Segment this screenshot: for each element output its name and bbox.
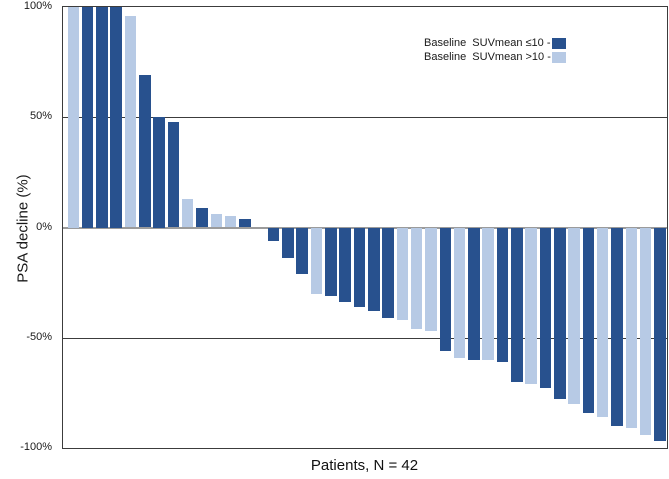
bar-patient-38 [596, 227, 609, 418]
bar-patient-9 [181, 198, 194, 228]
y-tick-label-50: 50% [29, 110, 52, 123]
bar-patient-31 [496, 227, 509, 362]
bar-patient-25 [410, 227, 423, 329]
gridline--50 [63, 337, 667, 339]
bar-patient-20 [339, 227, 351, 303]
legend-row-suv-gt10: Baseline SUVmean >10 - [424, 50, 566, 64]
bar-patient-2 [81, 7, 94, 228]
bar-patient-26 [425, 227, 437, 332]
bar-patient-1 [67, 7, 79, 228]
bar-patient-36 [568, 227, 580, 404]
bar-patient-15 [267, 227, 280, 241]
legend-label-suv-gt10: Baseline SUVmean >10 - [424, 51, 551, 63]
bar-patient-37 [582, 227, 595, 413]
bar-patient-39 [611, 227, 623, 426]
bar-patient-22 [368, 227, 380, 312]
bar-patient-24 [396, 227, 409, 321]
legend: Baseline SUVmean ≤10 - Baseline SUVmean … [424, 36, 566, 64]
bar-patient-17 [296, 227, 308, 274]
bar-patient-33 [525, 227, 537, 385]
bar-patient-32 [511, 227, 523, 382]
bar-patient-23 [382, 227, 394, 318]
bar-patient-16 [282, 227, 294, 259]
bar-patient-29 [468, 227, 480, 360]
bar-patient-6 [139, 75, 151, 228]
legend-swatch-suv-gt10-icon [551, 51, 566, 63]
gridline-50 [63, 117, 667, 119]
y-tick-label-100: 100% [23, 0, 52, 12]
bar-patient-18 [310, 227, 323, 294]
bar-patient-4 [110, 7, 122, 228]
bar-patient-40 [625, 227, 638, 429]
bar-patient-34 [539, 227, 552, 389]
x-axis-title: Patients, N = 42 [310, 457, 419, 474]
bar-patient-11 [210, 214, 223, 228]
bar-patient-8 [167, 121, 180, 228]
bar-patient-35 [554, 227, 566, 400]
y-tick-label--50: -50% [26, 330, 52, 343]
bar-patient-12 [224, 216, 237, 228]
plot-area [62, 6, 668, 449]
legend-label-suv-le10: Baseline SUVmean ≤10 - [424, 37, 551, 49]
bar-patient-42 [654, 227, 666, 442]
bar-patient-13 [239, 218, 251, 228]
bar-patient-10 [196, 207, 208, 228]
legend-row-suv-le10: Baseline SUVmean ≤10 - [424, 36, 566, 50]
bar-patient-3 [96, 7, 108, 228]
bar-patient-5 [124, 15, 137, 228]
bar-patient-7 [153, 117, 165, 228]
bar-patient-27 [439, 227, 452, 351]
bar-patient-21 [353, 227, 366, 307]
bar-patient-41 [639, 227, 652, 435]
y-tick-label-0: 0% [36, 220, 52, 233]
bar-patient-30 [482, 227, 494, 360]
bar-patient-19 [325, 227, 337, 296]
y-tick-label--100: -100% [20, 441, 52, 453]
bar-patient-28 [453, 227, 466, 358]
legend-swatch-suv-le10-icon [551, 37, 566, 49]
